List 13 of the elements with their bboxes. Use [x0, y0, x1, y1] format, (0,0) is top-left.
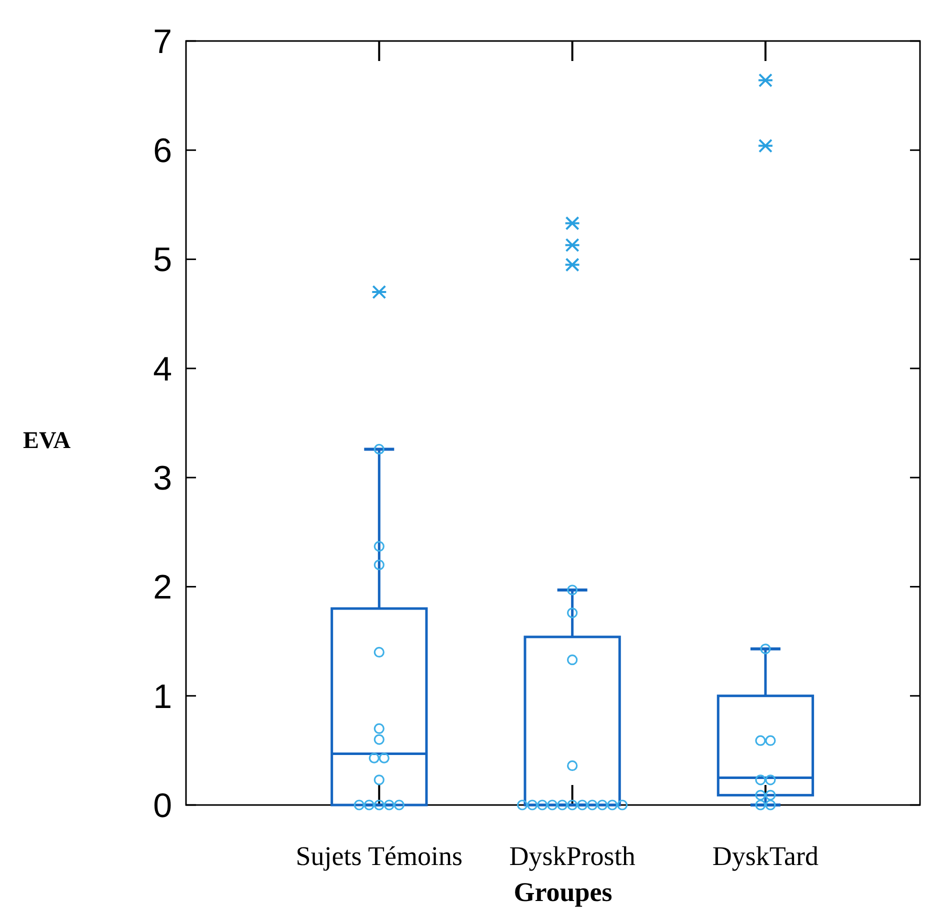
y-axis-title: EVA — [23, 428, 72, 454]
x-axis-title: Groupes — [514, 877, 612, 907]
y-tick-label: 7 — [153, 22, 172, 61]
y-tick-label: 3 — [153, 459, 172, 498]
y-tick-label: 5 — [153, 241, 172, 280]
y-tick-label: 2 — [153, 568, 172, 607]
y-tick-label: 1 — [153, 678, 172, 716]
y-tick-label: 0 — [153, 786, 172, 825]
x-tick-label: DyskProsth — [509, 841, 636, 871]
y-tick-label: 6 — [153, 132, 172, 170]
x-tick-label: DyskTard — [712, 841, 820, 871]
y-tick-label: 4 — [153, 350, 172, 388]
x-tick-label: Sujets Témoins — [296, 841, 463, 871]
